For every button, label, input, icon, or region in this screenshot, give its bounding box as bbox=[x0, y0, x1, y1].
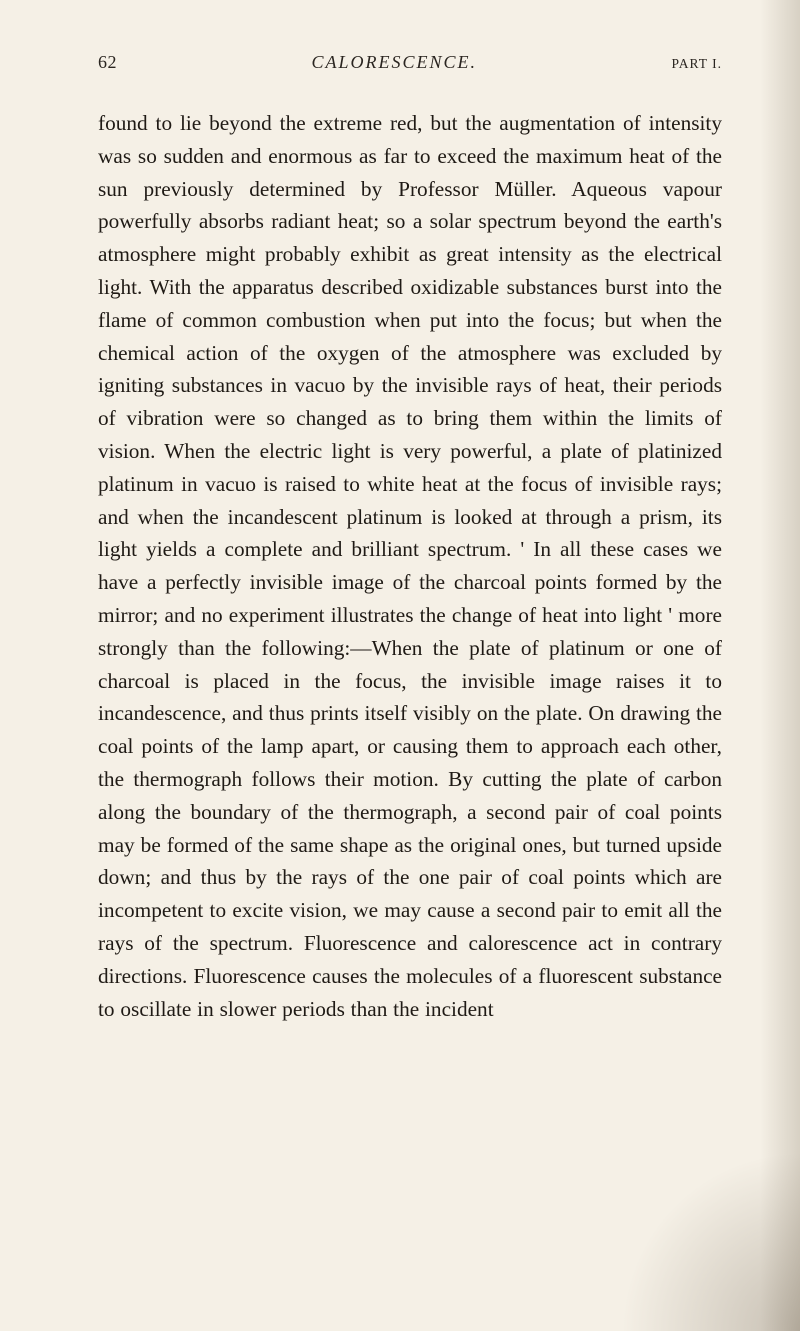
page-header: 62 CALORESCENCE. PART I. bbox=[98, 52, 722, 73]
body-paragraph: found to lie beyond the extreme red, but… bbox=[98, 107, 722, 1025]
page-container: 62 CALORESCENCE. PART I. found to lie be… bbox=[0, 0, 800, 1331]
part-label: PART I. bbox=[672, 56, 722, 72]
page-number: 62 bbox=[98, 52, 117, 73]
running-title: CALORESCENCE. bbox=[312, 52, 478, 73]
